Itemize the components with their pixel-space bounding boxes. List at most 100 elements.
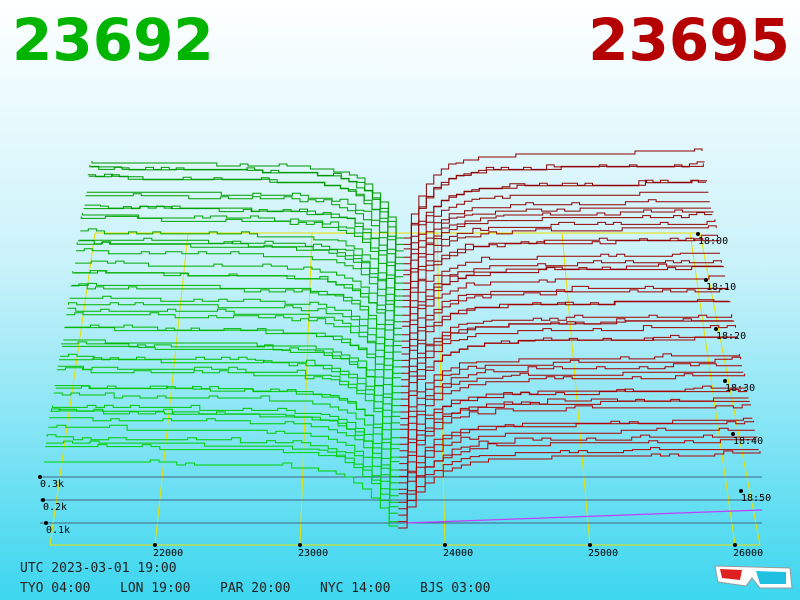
- ask-depth-line: [398, 434, 758, 516]
- tick-dot: [739, 489, 743, 493]
- tick-dot: [41, 498, 45, 502]
- ask-depth-line: [399, 363, 742, 439]
- bid-depth-line: [57, 365, 400, 445]
- ask-depth-line: [404, 148, 703, 239]
- bid-depth-line: [83, 206, 403, 291]
- bid-depth-line: [54, 385, 400, 463]
- price-grid-line: [436, 232, 446, 546]
- bid-depth-line: [71, 282, 402, 361]
- bid-depth-line: [68, 302, 402, 379]
- bid-depth-line: [76, 248, 402, 336]
- bid-depth-line: [56, 367, 400, 450]
- bid-depth-line: [80, 228, 403, 308]
- ask-depth-line: [400, 314, 733, 387]
- ask-depth-line: [398, 404, 751, 484]
- bid-depth-line: [50, 408, 399, 490]
- tick-dot: [723, 379, 727, 383]
- bid-depth-line: [85, 193, 404, 278]
- tick-dot: [298, 543, 302, 547]
- bid-depth-line: [44, 459, 398, 527]
- utc-time: UTC 2023-03-01 19:00: [20, 561, 177, 576]
- tick-dot: [733, 543, 737, 547]
- ask-depth-line: [400, 353, 740, 426]
- ask-depth-line: [399, 398, 750, 477]
- price-tick-label: 23000: [298, 548, 328, 559]
- bid-depth-line: [61, 341, 401, 424]
- ask-depth-line: [399, 371, 744, 445]
- ask-depth-line: [402, 252, 720, 327]
- volume-tick-label: 0.2k: [43, 502, 67, 513]
- ask-depth-line: [402, 209, 714, 297]
- time-tick-label: 18:50: [741, 493, 771, 504]
- tick-dot: [731, 432, 735, 436]
- price-grid-line: [299, 232, 313, 546]
- bid-depth-line: [48, 424, 399, 503]
- bid-depth-line: [45, 444, 399, 523]
- price-grid-line: [689, 232, 736, 546]
- ask-depth-line: [402, 238, 719, 323]
- bid-depth-line: [86, 191, 404, 271]
- bid-depth-line: [46, 434, 399, 508]
- tick-dot: [38, 475, 42, 479]
- bid-depth-line: [69, 295, 402, 374]
- bid-depth-line: [53, 392, 400, 471]
- glasses-icon: [714, 565, 793, 589]
- bid-depth-line: [80, 215, 403, 301]
- price-tick-label: 22000: [153, 548, 183, 559]
- tick-dot: [588, 543, 592, 547]
- time-tick-label: 18:00: [698, 236, 728, 247]
- ask-depth-line: [399, 373, 745, 452]
- bid-depth-line: [66, 312, 401, 394]
- bid-depth-line: [49, 417, 399, 497]
- ask-depth-line: [400, 325, 736, 407]
- ask-depth-line: [402, 225, 717, 308]
- price-tick-label: 26000: [733, 548, 763, 559]
- city-time: NYC 14:00: [320, 581, 390, 596]
- ask-depth-line: [398, 447, 759, 523]
- ask-depth-line: [400, 334, 739, 419]
- base-line: [404, 509, 763, 524]
- price-grid-line: [561, 232, 591, 546]
- time-tick-label: 18:10: [706, 282, 736, 293]
- ask-depth-line: [400, 356, 742, 430]
- bid-depth-line: [76, 241, 403, 329]
- tick-dot: [44, 521, 48, 525]
- price-tick-label: 24000: [443, 548, 473, 559]
- bid-depth-line: [87, 174, 404, 265]
- tick-dot: [704, 278, 708, 282]
- tick-dot: [714, 327, 718, 331]
- volume-tick-label: 0.1k: [46, 525, 70, 536]
- bid-depth-line: [52, 404, 400, 477]
- tick-dot: [696, 232, 700, 236]
- axis-labels: 22000 23000 24000 25000 26000 0.3k 0.2k 0.1k 18:…: [38, 232, 771, 559]
- ask-depth-line: [403, 161, 705, 250]
- bid-depth-line: [58, 357, 400, 439]
- time-tick-label: 18:40: [733, 436, 763, 447]
- ask-depth-line: [401, 299, 731, 381]
- volume-tick-label: 0.3k: [40, 479, 64, 490]
- ask-depth-line: [403, 180, 708, 265]
- bid-depth-line: [55, 385, 400, 458]
- bid-depth-line: [79, 237, 403, 316]
- time-tick-label: 18:20: [716, 331, 746, 342]
- depth-rows: [44, 148, 761, 529]
- tick-dot: [153, 543, 157, 547]
- bid-depth-line: [63, 339, 401, 413]
- ask-depth-line: [398, 427, 755, 503]
- ask-price: 23695: [588, 6, 790, 74]
- ask-depth-line: [403, 191, 709, 271]
- ask-depth-line: [402, 234, 718, 316]
- city-time: BJS 03:00: [420, 581, 490, 596]
- ask-depth-line: [402, 260, 722, 336]
- bid-depth-line: [64, 327, 401, 407]
- tick-dot: [443, 543, 447, 547]
- bid-price: 23692: [12, 6, 214, 74]
- time-tick-label: 18:30: [725, 383, 755, 394]
- bid-depth-line: [74, 260, 402, 342]
- city-time: TYO 04:00: [20, 581, 90, 596]
- bid-depth-line: [67, 307, 401, 387]
- ask-depth-line: [401, 275, 726, 355]
- bid-depth-line: [70, 283, 402, 368]
- frame-line: [699, 232, 761, 546]
